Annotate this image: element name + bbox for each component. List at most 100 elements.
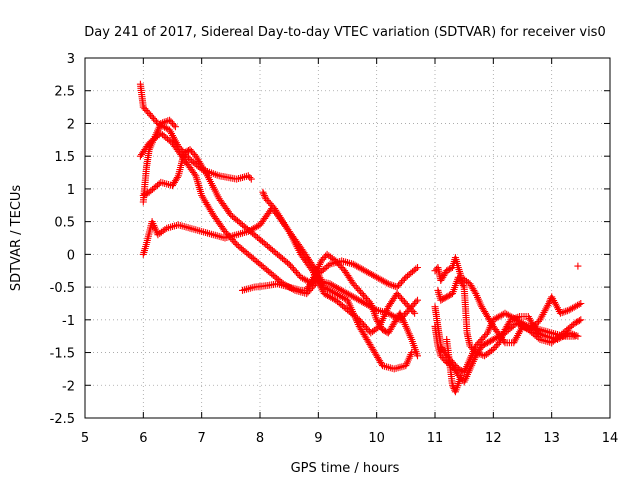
data-point — [294, 270, 302, 278]
data-point — [260, 190, 268, 198]
data-point — [352, 283, 360, 291]
data-point — [246, 174, 254, 181]
data-point — [408, 349, 416, 356]
data-point — [324, 262, 332, 270]
data-point — [383, 279, 391, 287]
y-tick-label: -0.5 — [50, 281, 75, 296]
data-point — [317, 257, 325, 265]
data-point — [355, 286, 363, 294]
data-point — [395, 291, 402, 299]
data-point — [475, 339, 483, 347]
data-point — [482, 340, 490, 347]
data-point — [520, 323, 528, 331]
data-point — [360, 291, 367, 299]
data-point — [336, 262, 344, 270]
data-point — [399, 296, 407, 304]
data-point — [412, 298, 420, 306]
x-tick-label: 6 — [139, 431, 147, 446]
data-point — [469, 345, 477, 353]
plot-frame — [84, 57, 611, 419]
data-point — [489, 345, 497, 353]
data-point — [403, 301, 411, 309]
data-point — [474, 349, 482, 357]
data-point — [484, 339, 491, 347]
data-point — [443, 267, 451, 275]
data-point — [395, 282, 402, 289]
data-point — [393, 283, 401, 291]
x-tick-label: 7 — [198, 431, 206, 446]
x-axis-label: GPS time / hours — [291, 461, 400, 476]
data-point — [545, 300, 553, 307]
x-tick-label: 12 — [485, 431, 502, 446]
data-point — [265, 198, 273, 206]
y-tick-label: 0.5 — [54, 216, 75, 231]
y-tick-label: 2.5 — [54, 85, 75, 100]
data-point — [446, 291, 454, 299]
data-point — [167, 138, 175, 146]
data-point — [363, 295, 370, 302]
data-point — [533, 319, 541, 327]
data-point — [355, 316, 363, 324]
data-point — [400, 298, 408, 306]
data-point — [438, 295, 446, 303]
data-point — [360, 321, 367, 329]
data-point — [486, 337, 494, 345]
data-point — [492, 342, 500, 350]
data-point — [466, 342, 474, 350]
data-point — [188, 147, 195, 155]
y-tick-label: 1 — [67, 183, 75, 198]
data-point — [406, 304, 414, 312]
data-point — [364, 326, 372, 334]
data-point — [411, 300, 419, 307]
data-point — [434, 286, 442, 294]
data-point — [414, 264, 421, 271]
x-tick-label: 8 — [256, 431, 264, 446]
data-point — [399, 277, 407, 284]
data-point — [409, 308, 417, 316]
data-point — [468, 344, 475, 352]
data-point — [577, 300, 585, 307]
data-point — [533, 329, 541, 337]
data-point — [438, 354, 446, 361]
data-point — [365, 298, 373, 306]
data-point — [148, 113, 156, 121]
y-tick-label: 3 — [67, 52, 75, 67]
data-point — [231, 239, 239, 247]
data-point — [441, 294, 449, 302]
x-tick-label: 11 — [427, 431, 444, 446]
data-point — [488, 347, 496, 355]
data-point — [290, 265, 297, 273]
y-axis: -2.5 -2 -1.5 -1 -0.5 0 0.5 1 1.5 2 2.5 3 — [50, 52, 610, 427]
data-point — [485, 338, 493, 346]
data-point — [142, 190, 150, 198]
data-point — [400, 275, 408, 283]
x-tick-label: 5 — [81, 431, 89, 446]
data-point — [512, 314, 520, 322]
data-point — [234, 242, 242, 250]
data-point — [572, 332, 580, 339]
data-point — [167, 118, 175, 126]
data-point — [319, 255, 327, 263]
data-point — [478, 342, 486, 350]
data-point — [446, 265, 454, 273]
data-point — [573, 318, 580, 326]
data-point — [221, 228, 229, 235]
data-point — [398, 278, 405, 286]
data-point — [565, 329, 573, 337]
data-point — [361, 293, 369, 301]
y-tick-label: 2 — [67, 117, 75, 132]
data-point — [396, 280, 404, 288]
data-point — [571, 319, 579, 327]
x-axis: 5 6 7 8 9 10 11 12 13 14 — [81, 58, 618, 446]
data-point — [182, 148, 190, 156]
data-point — [287, 262, 295, 270]
data-point — [142, 106, 150, 114]
data-point — [408, 306, 416, 314]
data-point — [186, 146, 194, 154]
data-point — [247, 175, 255, 183]
data-point — [344, 259, 351, 266]
data-point — [285, 260, 293, 268]
data-point — [481, 332, 489, 340]
data-point — [574, 318, 582, 325]
